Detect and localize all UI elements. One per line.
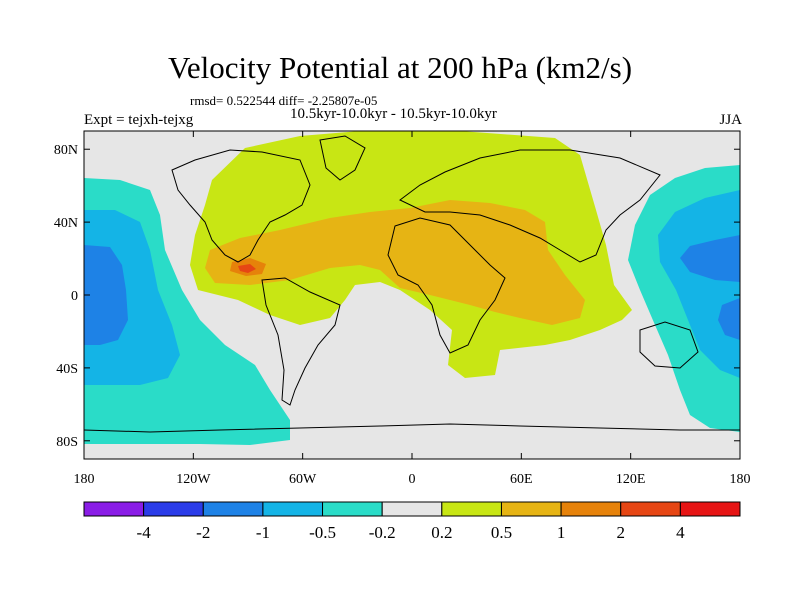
experiment-label: Expt = tejxh-tejxg xyxy=(84,112,194,128)
negative-region-west-strong xyxy=(84,245,128,345)
negative-region-east-strong xyxy=(680,235,740,282)
colorbar-label: -0.2 xyxy=(369,523,396,542)
map-axes: 180 120W 60W 0 60E 120E 180 80N 40N 0 40S 80S xyxy=(54,131,751,487)
colorbar-swatch xyxy=(500,501,562,517)
lon-tick-label: 120E xyxy=(616,472,646,487)
colorbar-label: -1 xyxy=(256,523,270,542)
lat-tick-label: 40N xyxy=(54,216,78,231)
coast-greenland xyxy=(319,135,366,181)
negative-region-east-strong-south xyxy=(718,298,740,340)
lat-tick-label: 80N xyxy=(54,143,78,158)
colorbar-label: -0.5 xyxy=(309,523,336,542)
stats-text: rmsd= 0.522544 diff= -2.25807e-05 xyxy=(190,93,378,108)
colorbar-label: 4 xyxy=(676,523,685,542)
coast-north-america xyxy=(171,149,311,263)
lat-tick-label: 0 xyxy=(71,289,78,304)
lat-tick-label: 80S xyxy=(56,435,78,450)
colorbar: -4 -2 -1 -0.5 -0.2 0.2 0.5 1 2 4 xyxy=(83,501,741,542)
plot-title: Velocity Potential at 200 hPa (km2/s) xyxy=(167,50,633,85)
colorbar-swatch xyxy=(560,501,622,517)
positive-region-strong-core xyxy=(238,264,256,273)
contour-field xyxy=(84,131,740,459)
lon-tick-label: 0 xyxy=(409,472,416,487)
colorbar-label: 0.2 xyxy=(431,523,452,542)
coast-south-america xyxy=(261,277,341,406)
colorbar-swatch xyxy=(322,501,383,517)
coast-eurasia xyxy=(399,149,661,263)
coastlines xyxy=(84,135,740,433)
colorbar-label: -4 xyxy=(137,523,152,542)
lon-tick-label: 60W xyxy=(289,472,317,487)
lon-tick-label: 60E xyxy=(510,472,533,487)
colorbar-swatch xyxy=(202,501,264,517)
positive-region-mid xyxy=(205,200,585,325)
lon-tick-label: 120W xyxy=(176,472,211,487)
negative-region-east-mid xyxy=(658,190,740,378)
colorbar-label: 0.5 xyxy=(491,523,512,542)
colorbar-label: -2 xyxy=(196,523,210,542)
colorbar-swatch xyxy=(143,501,204,517)
colorbar-swatch xyxy=(441,501,502,517)
colorbar-label: 2 xyxy=(616,523,625,542)
lon-tick-label: 180 xyxy=(730,472,751,487)
coast-australia xyxy=(639,321,699,369)
lon-tick-label: 180 xyxy=(74,472,95,487)
comparison-label: 10.5kyr-10.0kyr - 10.5kyr-10.0kyr xyxy=(290,106,497,122)
coast-antarctica xyxy=(84,423,740,433)
colorbar-swatch xyxy=(620,501,681,517)
colorbar-swatch xyxy=(381,501,443,517)
colorbar-swatch xyxy=(679,501,741,517)
colorbar-swatch xyxy=(262,501,324,517)
season-label: JJA xyxy=(719,112,742,128)
lat-tick-label: 40S xyxy=(56,362,78,377)
colorbar-label: 1 xyxy=(557,523,566,542)
colorbar-swatch xyxy=(83,501,145,517)
coast-africa xyxy=(387,217,506,354)
